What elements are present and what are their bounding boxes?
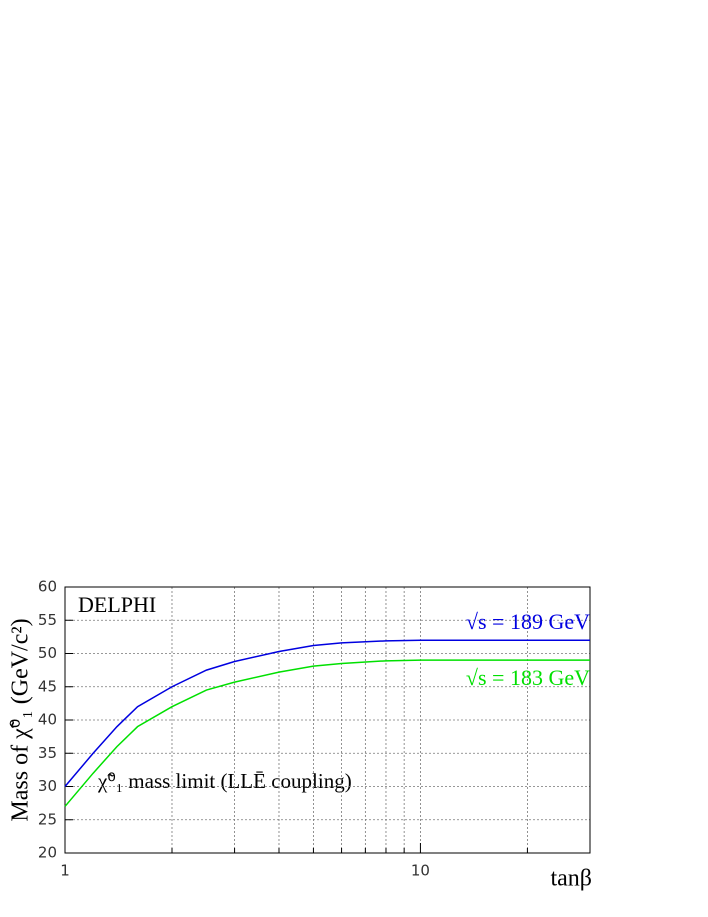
plot-frame (64, 586, 591, 854)
x-tick-label: 1 (60, 862, 70, 880)
x-axis-label: tanβ (550, 866, 592, 892)
x-tick-label: 10 (411, 862, 430, 880)
y-tick-label: 55 (38, 611, 57, 629)
series-label: √s = 183 GeV (466, 665, 590, 690)
y-axis-label: Mass of χ̃⁰₁ (GeV/c²) (8, 618, 34, 821)
line (64, 639, 590, 787)
y-tick-label: 60 (38, 578, 57, 596)
y-tick-label: 25 (38, 810, 57, 828)
y-tick-label: 20 (38, 844, 57, 862)
y-tick-label: 40 (38, 711, 57, 729)
y-tick-label: 45 (38, 677, 57, 695)
y-tick-label: 50 (38, 644, 57, 662)
series-label: √s = 189 GeV (466, 609, 590, 634)
y-tick-label: 35 (38, 744, 57, 762)
y-tick-label: 30 (38, 777, 57, 795)
annotation: χ̃⁰₁ mass limit (LLĒ coupling) (97, 769, 352, 793)
chart-title: DELPHI (78, 592, 156, 617)
line (64, 659, 590, 807)
